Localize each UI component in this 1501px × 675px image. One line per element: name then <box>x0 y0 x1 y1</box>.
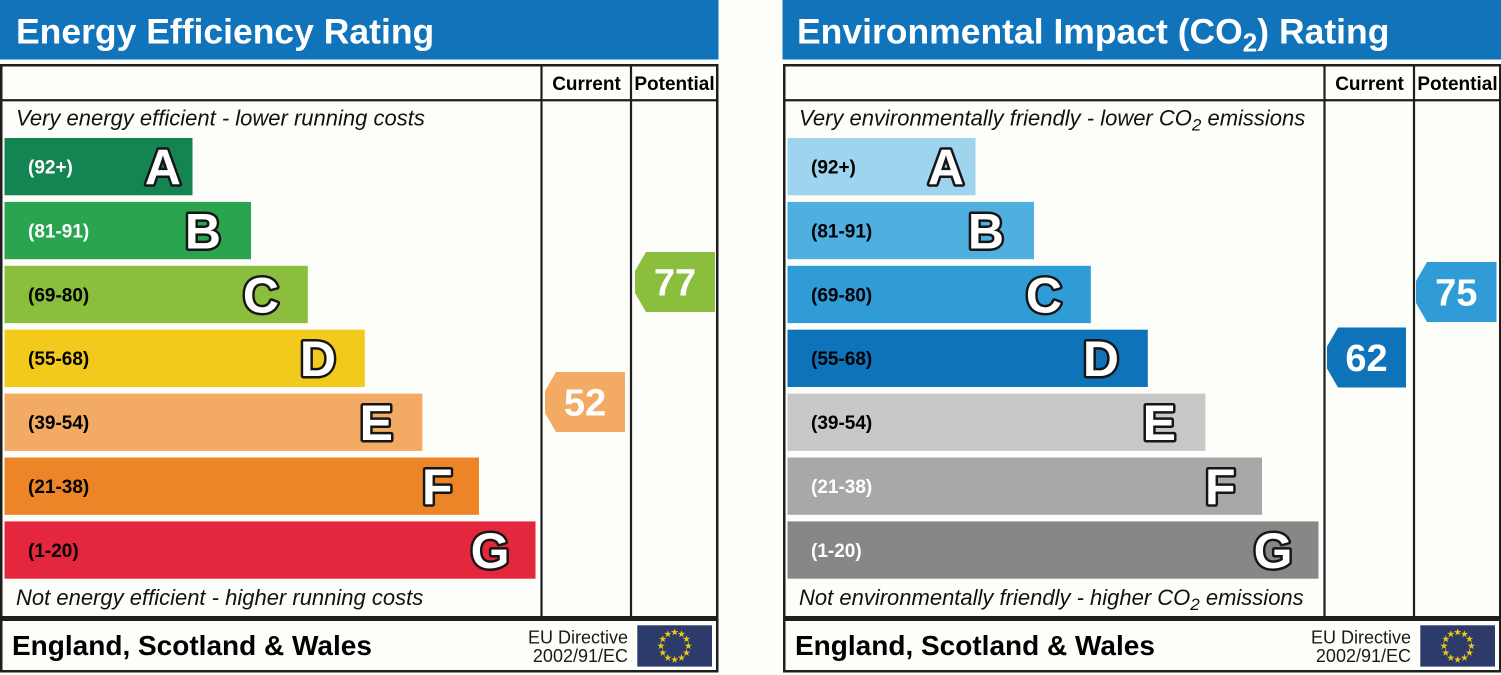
svg-text:G: G <box>1254 523 1293 579</box>
svg-text:E: E <box>1143 395 1176 451</box>
svg-text:(69-80): (69-80) <box>28 285 89 306</box>
svg-text:EU Directive: EU Directive <box>1311 628 1411 648</box>
svg-text:B: B <box>185 203 221 259</box>
svg-text:Potential: Potential <box>1417 74 1497 95</box>
svg-text:A: A <box>145 140 181 196</box>
svg-text:52: 52 <box>564 383 606 425</box>
svg-text:(81-91): (81-91) <box>811 221 872 242</box>
svg-text:C: C <box>1026 267 1062 323</box>
svg-text:(1-20): (1-20) <box>811 541 862 562</box>
svg-text:(39-54): (39-54) <box>811 413 872 434</box>
svg-text:75: 75 <box>1435 273 1477 315</box>
svg-text:(1-20): (1-20) <box>28 541 79 562</box>
svg-text:F: F <box>1205 459 1236 515</box>
svg-text:(81-91): (81-91) <box>28 221 89 242</box>
svg-text:(39-54): (39-54) <box>28 413 89 434</box>
svg-text:(55-68): (55-68) <box>811 349 872 370</box>
svg-text:77: 77 <box>654 263 696 305</box>
svg-text:Not energy efficient - higher: Not energy efficient - higher running co… <box>16 585 423 610</box>
svg-text:Not environmentally friendly -: Not environmentally friendly - higher CO… <box>799 585 1304 614</box>
svg-text:E: E <box>360 395 393 451</box>
svg-text:Very energy efficient - lower: Very energy efficient - lower running co… <box>16 106 425 131</box>
svg-text:(92+): (92+) <box>28 158 73 179</box>
svg-text:62: 62 <box>1345 338 1387 380</box>
svg-text:EU Directive: EU Directive <box>528 628 628 648</box>
svg-text:2002/91/EC: 2002/91/EC <box>533 646 628 666</box>
svg-text:(21-38): (21-38) <box>28 477 89 498</box>
svg-text:Current: Current <box>1335 74 1404 95</box>
svg-text:Potential: Potential <box>634 74 714 95</box>
svg-text:A: A <box>928 140 964 196</box>
svg-text:C: C <box>243 267 279 323</box>
svg-text:F: F <box>422 459 453 515</box>
svg-text:2002/91/EC: 2002/91/EC <box>1316 646 1411 666</box>
svg-text:England, Scotland & Wales: England, Scotland & Wales <box>12 630 372 661</box>
svg-text:(21-38): (21-38) <box>811 477 872 498</box>
svg-text:Environmental Impact (CO2) Rat: Environmental Impact (CO2) Rating <box>797 12 1389 58</box>
svg-text:England, Scotland & Wales: England, Scotland & Wales <box>795 630 1155 661</box>
svg-text:G: G <box>471 523 510 579</box>
svg-text:B: B <box>968 203 1004 259</box>
svg-text:Current: Current <box>552 74 621 95</box>
svg-text:D: D <box>1083 331 1119 387</box>
svg-text:(55-68): (55-68) <box>28 349 89 370</box>
svg-text:(69-80): (69-80) <box>811 285 872 306</box>
svg-text:Very environmentally friendly: Very environmentally friendly - lower CO… <box>799 106 1305 135</box>
svg-text:(92+): (92+) <box>811 158 856 179</box>
svg-text:Energy Efficiency Rating: Energy Efficiency Rating <box>16 12 434 52</box>
svg-text:D: D <box>300 331 336 387</box>
